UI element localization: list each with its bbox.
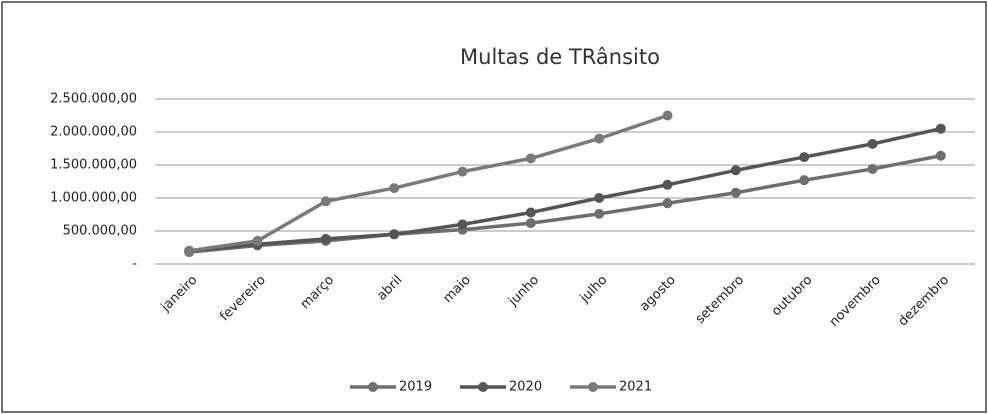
marker: [867, 163, 878, 174]
series-line: [188, 113, 669, 253]
legend-marker: [478, 382, 488, 392]
marker: [594, 133, 605, 144]
legend-marker: [368, 382, 378, 392]
series-line: [188, 126, 942, 253]
chart-title: Multas de TRânsito: [460, 45, 660, 69]
legend-marker: [588, 382, 598, 392]
legend-label: 2019: [399, 380, 432, 395]
marker: [799, 175, 810, 186]
marker: [389, 229, 400, 240]
marker: [184, 245, 195, 256]
y-tick-label: 1.000.000,00: [50, 191, 137, 206]
y-tick-label: 1.500.000,00: [50, 158, 137, 173]
marker: [662, 110, 673, 121]
marker: [935, 150, 946, 161]
marker: [320, 196, 331, 207]
marker: [252, 235, 263, 246]
y-tick-label: 500.000,00: [63, 224, 137, 239]
marker: [799, 152, 810, 163]
marker: [730, 165, 741, 176]
marker: [320, 233, 331, 244]
marker: [730, 187, 741, 198]
marker: [389, 183, 400, 194]
marker: [525, 218, 536, 229]
marker: [457, 166, 468, 177]
y-tick-label: 2.000.000,00: [50, 125, 137, 140]
legend-label: 2021: [619, 380, 652, 395]
marker: [525, 153, 536, 164]
y-tick-label: 2.500.000,00: [50, 92, 137, 107]
marker: [525, 207, 536, 218]
marker: [457, 219, 468, 230]
marker: [594, 208, 605, 219]
marker: [867, 138, 878, 149]
marker: [935, 123, 946, 134]
legend-label: 2020: [509, 380, 542, 395]
marker: [662, 179, 673, 190]
marker: [662, 198, 673, 209]
series-line: [188, 154, 942, 254]
y-tick-label: -: [132, 257, 137, 272]
marker: [594, 193, 605, 203]
